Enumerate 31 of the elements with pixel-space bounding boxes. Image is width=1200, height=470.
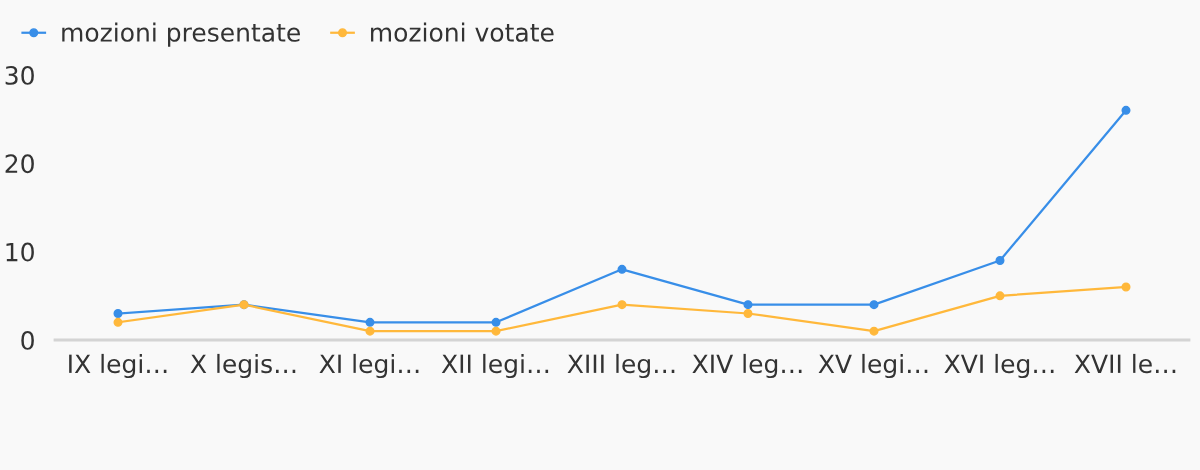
y-tick-label: 0 bbox=[21, 330, 34, 350]
point bbox=[491, 317, 501, 327]
point bbox=[365, 317, 375, 327]
point bbox=[1121, 105, 1131, 115]
point bbox=[1121, 282, 1131, 292]
point bbox=[617, 264, 627, 274]
point bbox=[869, 326, 879, 336]
y-tick-label: 30 bbox=[5, 65, 34, 85]
point bbox=[365, 326, 375, 336]
x-tick-label: XVII le… bbox=[1074, 353, 1176, 374]
x-tick-label: XVI leg… bbox=[944, 353, 1054, 379]
y-tick-label: 10 bbox=[6, 242, 34, 262]
x-tick-label: XIII leg… bbox=[567, 353, 675, 379]
point bbox=[995, 255, 1005, 266]
point bbox=[113, 317, 123, 327]
point bbox=[113, 308, 123, 319]
point bbox=[869, 300, 879, 310]
x-tick-label: XV legi… bbox=[818, 353, 928, 379]
x-tick-label: XIV leg… bbox=[692, 353, 802, 379]
x-tick-label: XI legi… bbox=[319, 353, 419, 379]
x-tick-label: XII legi… bbox=[441, 353, 549, 379]
point bbox=[743, 308, 753, 319]
y-tick-label: 20 bbox=[5, 154, 34, 174]
legend-label: mozioni presentate bbox=[62, 22, 300, 47]
x-tick-label: IX legi… bbox=[69, 353, 167, 379]
point bbox=[743, 300, 753, 310]
point bbox=[995, 291, 1005, 301]
legend-label: mozioni votate bbox=[371, 22, 554, 42]
point bbox=[617, 300, 627, 310]
x-tick-label: X legis… bbox=[190, 353, 296, 379]
point bbox=[491, 326, 501, 336]
